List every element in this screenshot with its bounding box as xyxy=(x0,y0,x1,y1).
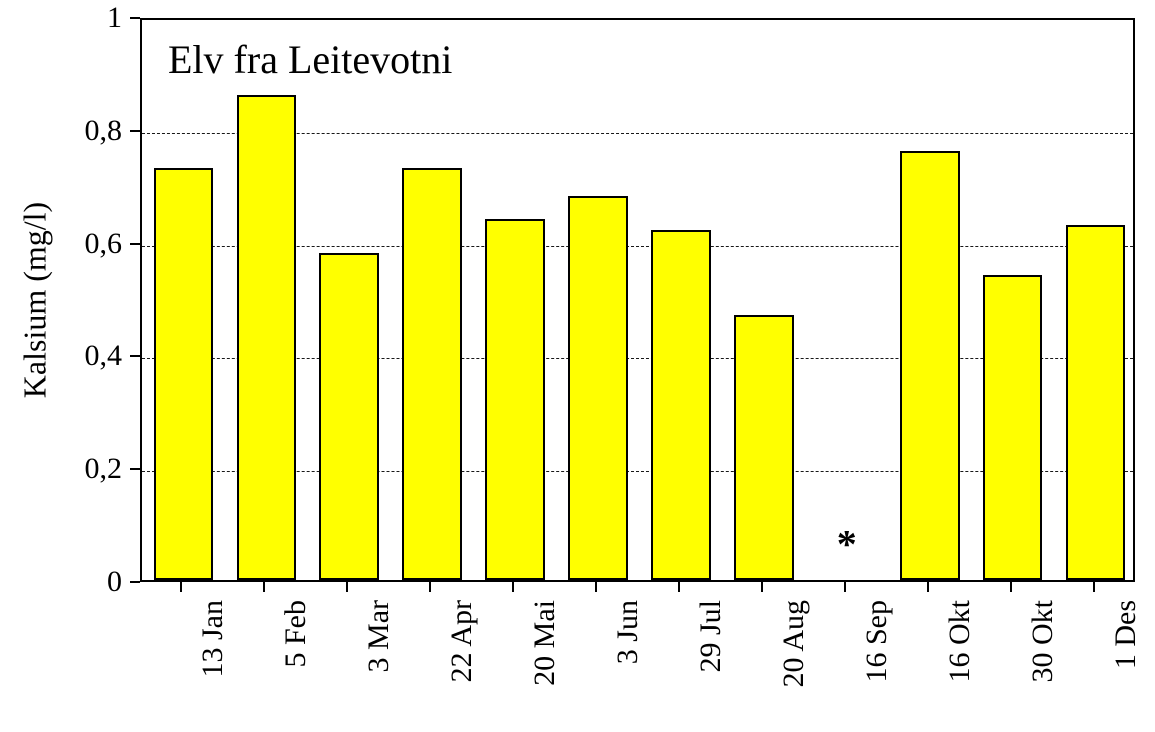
x-tick-label: 13 Jan xyxy=(196,600,230,700)
y-tick xyxy=(130,17,140,19)
missing-marker: * xyxy=(837,521,857,568)
y-tick xyxy=(130,581,140,583)
x-tick xyxy=(512,582,514,592)
x-tick xyxy=(429,582,431,592)
y-tick xyxy=(130,468,140,470)
y-tick xyxy=(130,243,140,245)
x-tick-label: 1 Des xyxy=(1109,600,1143,700)
x-tick-label: 30 Okt xyxy=(1026,600,1060,700)
y-tick xyxy=(130,130,140,132)
y-tick-label: 0,6 xyxy=(0,227,122,261)
bar xyxy=(1066,225,1126,580)
y-tick-label: 0,4 xyxy=(0,339,122,373)
x-tick xyxy=(263,582,265,592)
bar xyxy=(402,168,462,580)
x-tick-label: 20 Aug xyxy=(777,600,811,700)
x-tick-label: 16 Sep xyxy=(860,600,894,700)
chart-title: Elv fra Leitevotni xyxy=(168,36,452,83)
x-tick xyxy=(927,582,929,592)
bar xyxy=(568,196,628,580)
x-tick-label: 3 Mar xyxy=(362,600,396,700)
x-tick-label: 20 Mai xyxy=(528,600,562,700)
bar xyxy=(485,219,545,580)
y-tick-label: 0 xyxy=(0,565,122,599)
chart-container: * Kalsium (mg/l) Elv fra Leitevotni 13 J… xyxy=(0,0,1155,732)
y-tick xyxy=(130,355,140,357)
bar xyxy=(734,315,794,580)
y-tick-label: 0,2 xyxy=(0,452,122,486)
bar xyxy=(651,230,711,580)
y-tick-label: 0,8 xyxy=(0,114,122,148)
x-tick-label: 22 Apr xyxy=(445,600,479,700)
bar xyxy=(983,275,1043,580)
x-tick xyxy=(180,582,182,592)
x-tick-label: 16 Okt xyxy=(943,600,977,700)
x-tick xyxy=(1093,582,1095,592)
bar xyxy=(900,151,960,580)
x-tick xyxy=(346,582,348,592)
bar xyxy=(237,95,297,580)
plot-area: * xyxy=(140,18,1135,582)
x-tick-label: 5 Feb xyxy=(279,600,313,700)
x-tick xyxy=(844,582,846,592)
x-tick-label: 29 Jul xyxy=(694,600,728,700)
x-tick xyxy=(595,582,597,592)
y-tick-label: 1 xyxy=(0,1,122,35)
bar xyxy=(154,168,214,580)
x-tick xyxy=(1010,582,1012,592)
x-tick xyxy=(761,582,763,592)
bar xyxy=(319,253,379,580)
x-tick-label: 3 Jun xyxy=(611,600,645,700)
x-tick xyxy=(678,582,680,592)
